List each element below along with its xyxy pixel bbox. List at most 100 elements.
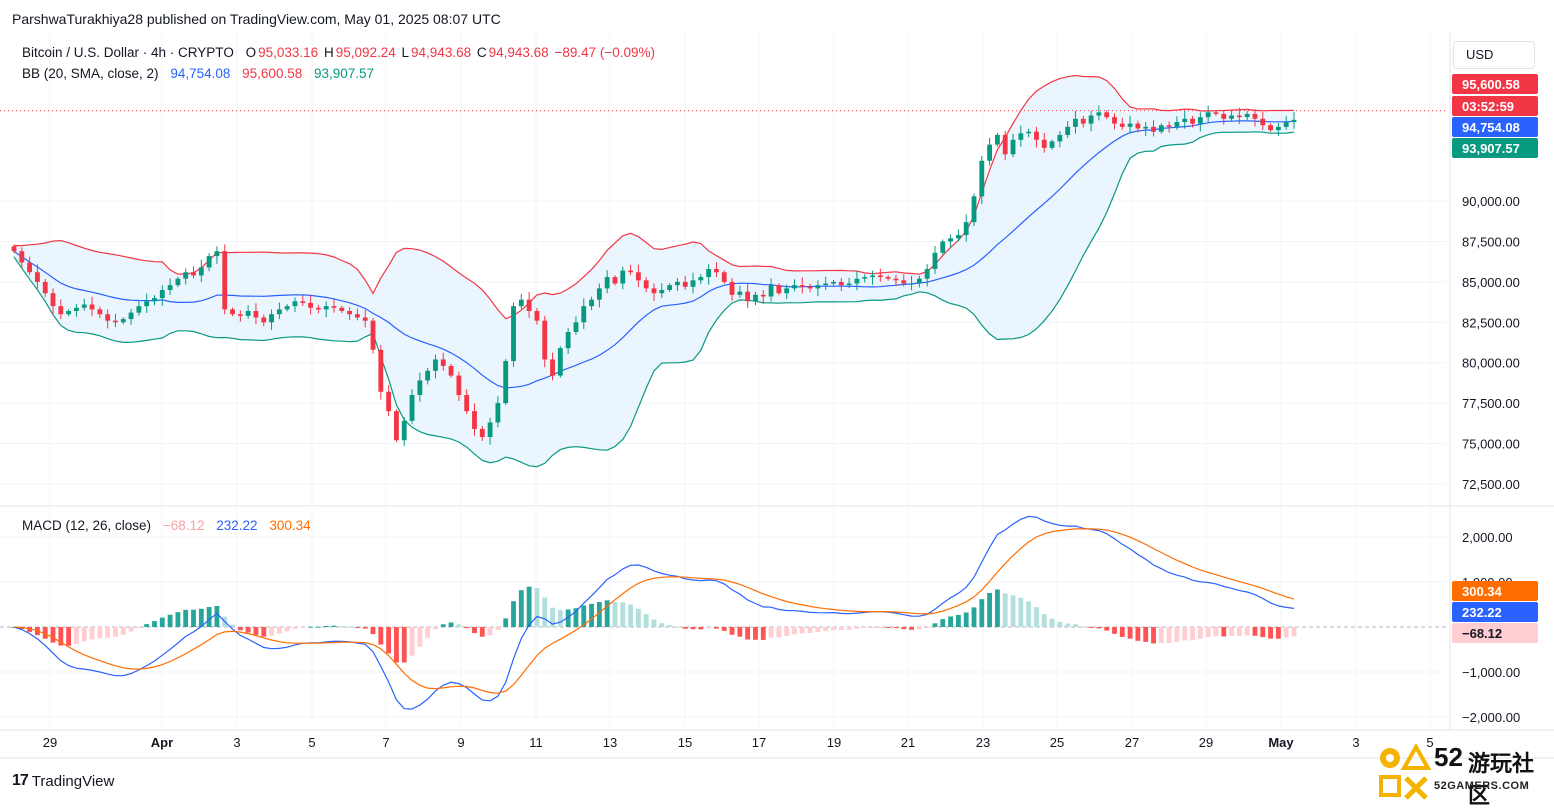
currency-button[interactable]: USD (1453, 41, 1535, 69)
bb-basis-value: 94,754.08 (170, 66, 231, 81)
macd-histogram-bar (1291, 627, 1297, 637)
site-watermark: 52 游玩社区 52GAMERS.COM (1376, 740, 1554, 808)
macd-histogram-bar (979, 599, 985, 627)
candle-body (81, 304, 87, 308)
candle-body (354, 314, 360, 318)
macd-histogram-bar (885, 627, 891, 628)
macd-histogram-bar (370, 627, 376, 635)
candle-body (620, 270, 626, 284)
macd-histogram-bar (113, 627, 118, 637)
brand-name: TradingView (31, 772, 115, 790)
candle-body (253, 311, 259, 318)
candle-body (815, 285, 821, 289)
macd-histogram-bar (284, 627, 290, 632)
candle-body (885, 277, 891, 279)
candle-body (706, 269, 712, 278)
candle-body (604, 277, 610, 289)
macd-histogram-bar (612, 602, 618, 627)
macd-histogram-bar (261, 627, 267, 637)
time-tick-label: 5 (1426, 735, 1433, 750)
candle-body (386, 391, 392, 412)
candle-body (433, 359, 438, 371)
macd-histogram-bar (557, 610, 563, 627)
macd-histogram (11, 586, 1297, 663)
candle-body (651, 288, 657, 294)
macd-histogram-bar (89, 627, 95, 640)
macd-histogram-bar (901, 627, 907, 630)
macd-histogram-bar (815, 627, 821, 633)
macd-histogram-bar (1041, 614, 1047, 627)
macd-histogram-bar (237, 627, 243, 631)
price-axis[interactable]: 90,000.00 87,500.00 85,000.00 82,500.00 80,0… (1462, 194, 1520, 492)
macd-histogram-bar (753, 627, 758, 640)
time-tick-label: 9 (457, 735, 464, 750)
symbol-name[interactable]: Bitcoin / U.S. Dollar · 4h · CRYPTO (22, 45, 234, 60)
symbol-legend[interactable]: Bitcoin / U.S. Dollar · 4h · CRYPTO O 95,… (22, 45, 657, 60)
macd-line-value: 232.22 (216, 518, 258, 533)
macd-hist-value: −68.12 (162, 518, 205, 533)
macd-histogram-bar (1190, 627, 1195, 641)
candle-body (1088, 115, 1094, 124)
bb-legend[interactable]: BB (20, SMA, close, 2) 94,754.08 95,600.… (22, 66, 376, 81)
macd-histogram-bar (1088, 627, 1094, 628)
macd-histogram-bar (1096, 627, 1102, 629)
high-value: 95,092.24 (335, 45, 396, 60)
candle-body (979, 160, 985, 197)
candle-body (1268, 125, 1274, 131)
candle-body (667, 285, 673, 290)
time-tick-label: 25 (1050, 735, 1064, 750)
time-axis[interactable]: 29 Apr 3 5 7 9 11 13 15 17 19 21 23 25 27 29 May 3 5 (43, 735, 1434, 750)
candle-body (1119, 123, 1125, 127)
time-tick-label: 21 (901, 735, 915, 750)
candle-body (643, 280, 649, 289)
macd-histogram-bar (667, 625, 673, 627)
candle-body (565, 332, 571, 349)
price-tick-label: 90,000.00 (1462, 194, 1520, 209)
macd-label[interactable]: MACD (12, 26, close) (22, 518, 152, 533)
candle-body (378, 349, 384, 392)
macd-histogram-bar (58, 627, 64, 646)
candle-body (97, 309, 103, 315)
price-tick-label: 80,000.00 (1462, 356, 1520, 371)
macd-histogram-bar (1010, 595, 1016, 627)
macd-histogram-bar (136, 627, 142, 628)
candle-body (1236, 115, 1242, 118)
macd-histogram-bar (1135, 627, 1141, 641)
candle-body (963, 222, 969, 236)
candle-body (799, 285, 805, 287)
macd-histogram-bar (659, 623, 665, 627)
macd-histogram-bar (433, 627, 438, 630)
macd-histogram-bar (745, 627, 751, 640)
time-tick-label: 3 (1352, 735, 1359, 750)
candle-body (394, 411, 399, 441)
candle-body (308, 302, 314, 308)
bb-label[interactable]: BB (20, SMA, close, 2) (22, 66, 159, 81)
candle-body (175, 278, 181, 286)
candle-body (89, 304, 95, 310)
macd-histogram-bar (940, 619, 946, 627)
candle-body (34, 272, 40, 282)
macd-histogram-bar (394, 627, 399, 663)
candle-body (1166, 125, 1172, 127)
macd-histogram-bar (175, 612, 181, 627)
time-tick-label: 11 (529, 735, 543, 750)
macd-histogram-bar (729, 627, 735, 635)
macd-legend[interactable]: MACD (12, 26, close) −68.12 232.22 300.3… (22, 518, 313, 533)
basis-badge-bg (1452, 117, 1538, 137)
tradingview-logo[interactable]: 17 TradingView (12, 772, 114, 790)
time-tick-label: 15 (678, 735, 692, 750)
macd-histogram-bar (674, 626, 680, 628)
candle-body (495, 403, 501, 423)
macd-histogram-bar (596, 602, 602, 627)
macd-histogram-bar (1151, 627, 1156, 644)
candle-body (159, 290, 165, 299)
macd-histogram-bar (378, 627, 384, 645)
candle-body (472, 411, 477, 429)
lower-band-badge: 93,907.57 (1462, 141, 1520, 156)
macd-histogram-bar (784, 627, 790, 637)
candle-body (877, 275, 883, 278)
macd-histogram-bar (448, 622, 454, 627)
macd-histogram-bar (893, 627, 899, 629)
candle-body (1041, 139, 1047, 148)
